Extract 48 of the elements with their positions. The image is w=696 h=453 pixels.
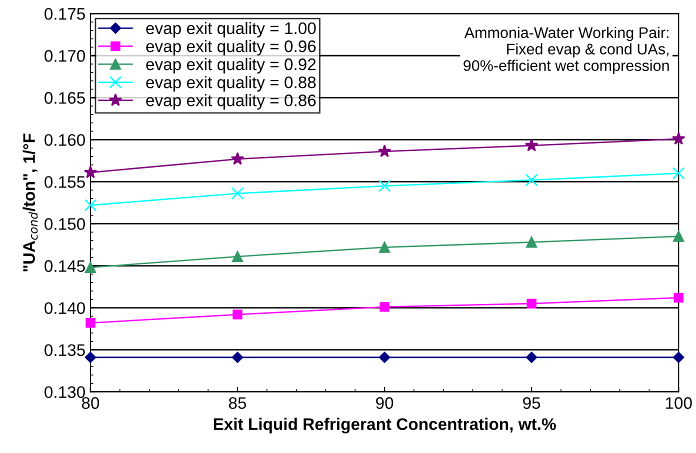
point — [232, 250, 244, 262]
y-tick-label: 0.140 — [44, 302, 85, 314]
point — [84, 352, 96, 363]
y-tick-label: 0.160 — [44, 134, 85, 146]
legend-label: evap exit quality = 0.88 — [146, 76, 316, 92]
x-tick-label: 95 — [523, 397, 540, 409]
point — [230, 152, 244, 165]
annotation: Ammonia-Water Working Pair: Fixed evap & cond UAs, 90%-efficient wet compression — [464, 26, 669, 74]
y-tick-label: 0.165 — [44, 92, 85, 104]
legend-label: evap exit quality = 1.00 — [146, 22, 316, 38]
point — [86, 318, 96, 328]
point — [526, 236, 538, 248]
y-tick-label: 0.145 — [44, 260, 85, 272]
point — [378, 144, 392, 158]
point — [380, 302, 390, 312]
point — [526, 298, 536, 308]
x-axis-title: Exit Liquid Refrigerant Concentration, wt.% — [214, 418, 556, 434]
point — [672, 352, 684, 363]
point — [672, 167, 685, 180]
y-tick-label: 0.155 — [44, 176, 85, 188]
x-tick-label: 80 — [82, 397, 100, 409]
point — [526, 352, 538, 363]
y-tick-label: 0.175 — [44, 8, 85, 20]
point — [232, 310, 242, 320]
x-tick-label: 100 — [666, 397, 692, 409]
legend-label: evap exit quality = 0.86 — [146, 94, 316, 110]
legend-label: evap exit quality = 0.92 — [146, 58, 316, 74]
x-tick-label: 90 — [376, 397, 394, 409]
point — [84, 166, 98, 178]
point — [231, 187, 244, 200]
point — [84, 262, 96, 273]
point — [378, 352, 390, 363]
point — [672, 132, 686, 145]
y-tick-label: 0.170 — [44, 50, 85, 62]
point — [84, 198, 97, 212]
point — [524, 138, 538, 152]
point — [674, 292, 684, 303]
y-tick-label: 0.135 — [44, 344, 85, 356]
y-axis-title: "UA$_{cond}$/ton", 1/°F — [22, 134, 38, 272]
point — [232, 352, 244, 363]
y-tick-label: 0.150 — [44, 218, 85, 230]
point — [673, 230, 684, 242]
point — [378, 242, 390, 253]
point — [378, 180, 391, 192]
legend-label: evap exit quality = 0.96 — [146, 40, 316, 56]
point — [525, 174, 538, 186]
x-tick-label: 85 — [228, 397, 246, 409]
y-tick-label: 0.130 — [44, 386, 85, 398]
